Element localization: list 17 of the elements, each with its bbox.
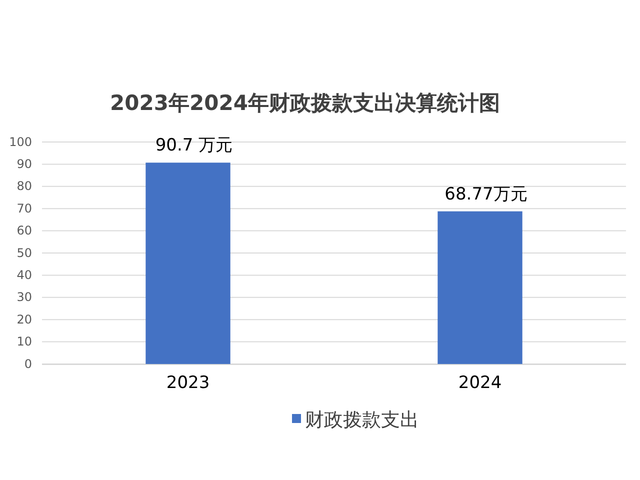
y-tick-label: 20 xyxy=(16,312,32,326)
y-tick-label: 30 xyxy=(16,290,32,304)
y-tick-label: 50 xyxy=(16,246,32,260)
x-tick-label: 2023 xyxy=(166,373,210,394)
x-tick-label: 2024 xyxy=(458,373,502,394)
legend-label: 财政拨款支出 xyxy=(305,409,419,431)
data-label: 68.77万元 xyxy=(444,184,528,204)
data-label: 90.7 万元 xyxy=(155,136,233,156)
y-tick-label: 90 xyxy=(16,157,32,172)
y-tick-label: 80 xyxy=(16,179,32,194)
y-tick-label: 0 xyxy=(24,356,32,371)
y-tick-label: 10 xyxy=(16,334,32,349)
y-tick-label: 100 xyxy=(9,134,32,149)
y-tick-label: 40 xyxy=(16,268,32,282)
y-tick-label: 60 xyxy=(16,224,32,238)
chart-title: 2023年2024年财政拨款支出决算统计图 xyxy=(110,91,500,115)
y-tick-label: 70 xyxy=(16,201,32,216)
